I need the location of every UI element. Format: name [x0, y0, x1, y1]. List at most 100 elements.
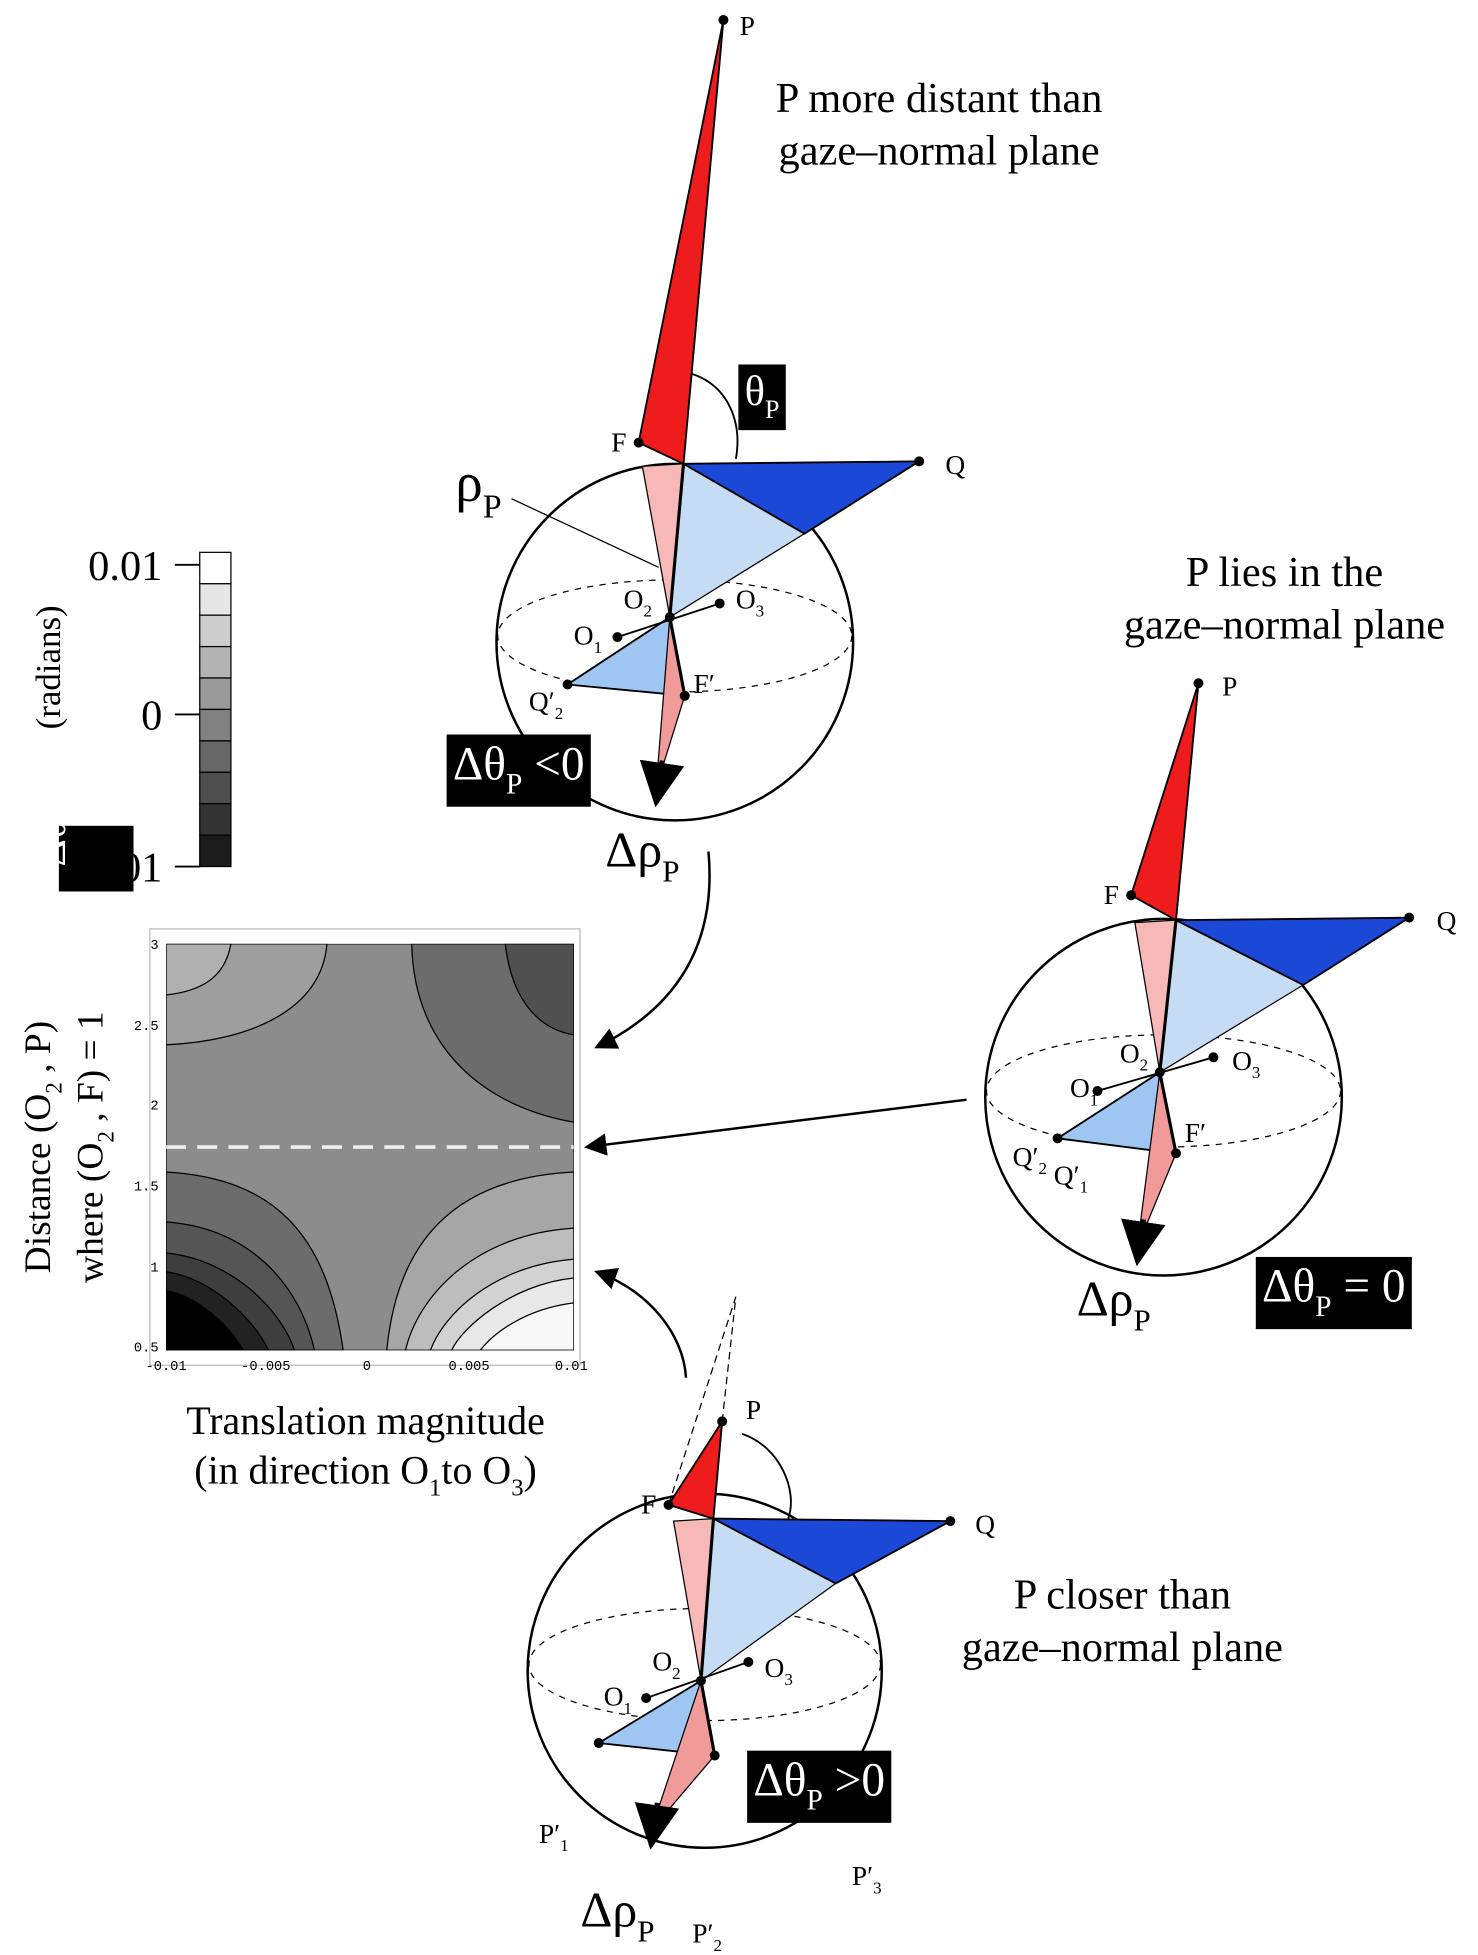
point: [1053, 1133, 1063, 1143]
delta-rho-arrow: [656, 761, 662, 803]
label-part: = 0: [1332, 1261, 1406, 1313]
label-part: F′: [1185, 1118, 1206, 1148]
colorbar-band: [200, 772, 231, 803]
colorbar-band: [200, 835, 231, 866]
point: [1404, 913, 1414, 923]
label-part: , P): [18, 1021, 59, 1082]
point: [1208, 1052, 1218, 1062]
colorbar-band: [200, 678, 231, 709]
label-part: P′: [539, 1819, 560, 1849]
label: P′1: [539, 1819, 569, 1855]
label-part: O: [574, 621, 594, 651]
label-part: 2: [713, 1936, 722, 1955]
label: P closer than: [1014, 1571, 1231, 1618]
label-part: 3: [511, 1475, 523, 1502]
colorbar-band: [200, 615, 231, 646]
label-part: F: [641, 1490, 656, 1520]
label-part: Δρ: [580, 1882, 637, 1937]
label: -0.01: [146, 1360, 187, 1375]
label: 0: [141, 692, 162, 739]
colorbar-band: [200, 584, 231, 615]
point: [1171, 1148, 1181, 1158]
label-part: F: [1104, 880, 1119, 910]
label-part: 1: [429, 1475, 441, 1502]
point: [1193, 678, 1203, 688]
label: P′2: [692, 1919, 722, 1955]
label-part: 1: [1090, 1090, 1099, 1109]
delta-rho-arrow: [1137, 1219, 1143, 1261]
label: 0.01: [88, 543, 162, 590]
label-part: P′: [852, 1861, 873, 1891]
label-part: P: [483, 489, 502, 526]
label-part: P: [662, 853, 679, 888]
label-part: Δθ: [753, 1754, 806, 1806]
label: gaze–normal plane: [779, 128, 1100, 175]
label-part: P: [765, 395, 780, 424]
point: [594, 1738, 604, 1748]
label: F: [641, 1490, 656, 1520]
red-wedge: [669, 1421, 723, 1518]
label-part: Q′: [1054, 1160, 1080, 1190]
label-part: Δθ: [453, 738, 506, 790]
label-part: θ: [745, 368, 765, 415]
label: O1: [1070, 1073, 1098, 1109]
label-part: O: [736, 584, 756, 614]
label: P: [740, 11, 755, 41]
label-part: O: [604, 1682, 624, 1712]
label-part: 1: [1080, 1178, 1089, 1197]
label-part: 1: [594, 638, 603, 657]
label: F′: [693, 669, 714, 699]
point: [641, 1693, 651, 1703]
label: P′3: [852, 1861, 882, 1897]
label: O2: [1120, 1038, 1148, 1074]
page: {"colorbar": {"label_symbol": ["Δθ", "P"…: [0, 0, 1478, 1955]
label: 2: [150, 1100, 158, 1115]
label-part: 2: [555, 704, 563, 723]
label-part: P: [1315, 1291, 1331, 1323]
point: [612, 632, 622, 642]
label: 1.5: [134, 1181, 159, 1196]
label: ΔρP: [605, 823, 679, 889]
label-part: Q′: [1013, 1142, 1039, 1172]
label-part: Δρ: [1077, 1271, 1134, 1326]
label: 1: [150, 1262, 158, 1277]
point: [634, 438, 644, 448]
label: where (O2 , F) = 1: [71, 1011, 120, 1283]
point: [696, 1676, 706, 1686]
label: P: [1222, 672, 1237, 702]
label: Distance (O2 , P): [18, 1021, 67, 1274]
label: ρP: [455, 452, 501, 525]
arrow: [586, 1100, 966, 1147]
contour-plot: [166, 944, 574, 1350]
label-part: 1: [560, 1836, 569, 1855]
label: (in direction O1to O3): [194, 1448, 537, 1502]
label-part: Q: [945, 450, 965, 480]
label-part: <0: [522, 738, 584, 790]
label-part: 3: [873, 1878, 882, 1897]
sphere-diagram: [985, 678, 1414, 1275]
label: O1: [604, 1682, 632, 1718]
label: P: [746, 1395, 761, 1425]
label: gaze–normal plane: [962, 1624, 1283, 1671]
label: Q′2: [1013, 1142, 1047, 1178]
label-part: O: [765, 1653, 785, 1683]
label: O2: [652, 1647, 680, 1683]
label: 0: [363, 1360, 371, 1375]
label-part: 2: [1038, 1159, 1047, 1178]
label-part: 2: [672, 1664, 681, 1683]
label: O3: [765, 1653, 793, 1689]
label-part: 2: [41, 1082, 67, 1094]
label-part: P: [55, 804, 84, 819]
point: [914, 456, 924, 466]
label-part: 3: [756, 602, 765, 621]
label-part: P: [806, 1785, 822, 1817]
point: [1126, 890, 1136, 900]
label: ΔρP: [1077, 1271, 1151, 1337]
label-part: P: [746, 1395, 761, 1425]
label: -0.005: [241, 1360, 290, 1375]
label-part: P: [506, 768, 522, 800]
label-part: P: [1222, 672, 1237, 702]
arrows: [586, 852, 966, 1378]
point: [680, 691, 690, 701]
arrow: [596, 1272, 686, 1378]
